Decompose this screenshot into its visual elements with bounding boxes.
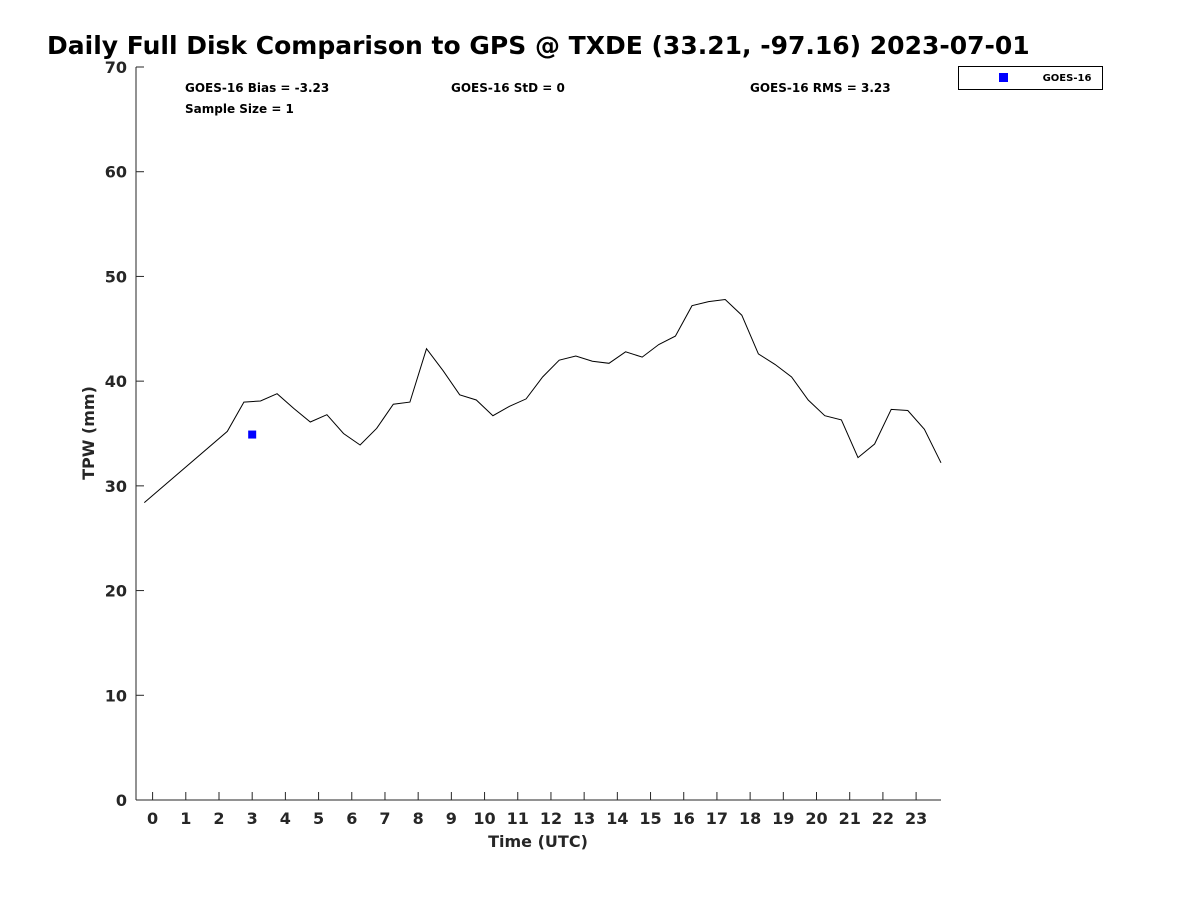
chart-title: Daily Full Disk Comparison to GPS @ TXDE… [47, 31, 1030, 60]
x-tick-label: 14 [606, 809, 628, 828]
x-tick-label: 11 [507, 809, 529, 828]
legend-label: GOES-16 [1043, 73, 1092, 84]
x-tick-label: 12 [540, 809, 562, 828]
stat-text: Sample Size = 1 [185, 102, 294, 116]
x-tick-label: 0 [147, 809, 158, 828]
x-tick-label: 18 [739, 809, 761, 828]
x-tick-label: 20 [805, 809, 827, 828]
x-axis-label: Time (UTC) [488, 832, 588, 851]
x-tick-label: 15 [639, 809, 661, 828]
x-tick-label: 9 [446, 809, 457, 828]
y-axis-label: TPW (mm) [79, 386, 98, 480]
y-tick-label: 40 [105, 372, 127, 391]
stat-text: GOES-16 RMS = 3.23 [750, 81, 891, 95]
legend: GOES-16 [958, 66, 1103, 90]
gps-tpw-line [143, 298, 942, 503]
y-tick-label: 0 [116, 791, 127, 810]
series-layer [143, 298, 942, 503]
y-tick-label: 70 [105, 58, 127, 77]
x-tick-label: 8 [413, 809, 424, 828]
goes16-point [248, 430, 257, 439]
y-tick-label: 10 [105, 686, 127, 705]
x-tick-label: 1 [180, 809, 191, 828]
y-tick-label: 60 [105, 163, 127, 182]
x-tick-label: 4 [280, 809, 291, 828]
x-tick-label: 5 [313, 809, 324, 828]
x-tick-label: 21 [839, 809, 861, 828]
legend-marker [999, 73, 1008, 82]
stat-text: GOES-16 StD = 0 [451, 81, 565, 95]
stats-layer: GOES-16 Bias = -3.23 GOES-16 StD = 0 GOES-… [185, 81, 891, 116]
y-tick-label: 30 [105, 477, 127, 496]
y-tick-label: 20 [105, 582, 127, 601]
x-tick-label: 16 [673, 809, 695, 828]
y-tick-label: 50 [105, 267, 127, 286]
x-tick-label: 3 [247, 809, 258, 828]
stat-text: GOES-16 Bias = -3.23 [185, 81, 329, 95]
x-tick-label: 17 [706, 809, 728, 828]
x-tick-label: 23 [905, 809, 927, 828]
x-tick-label: 10 [473, 809, 495, 828]
x-tick-label: 7 [379, 809, 390, 828]
x-tick-label: 6 [346, 809, 357, 828]
x-tick-label: 13 [573, 809, 595, 828]
x-tick-label: 22 [872, 809, 894, 828]
x-tick-label: 19 [772, 809, 794, 828]
legend-box [958, 66, 1103, 90]
x-tick-label: 2 [213, 809, 224, 828]
